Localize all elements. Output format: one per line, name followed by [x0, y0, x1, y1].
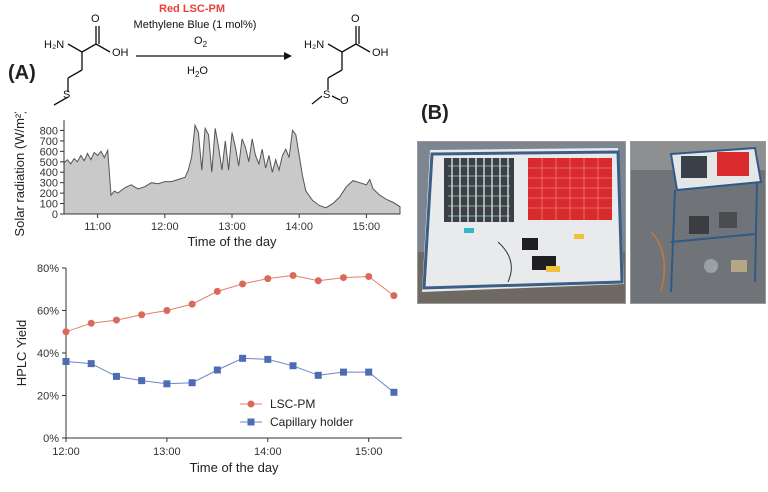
reactant-acid: OH: [112, 47, 129, 59]
lsc-data-point: [188, 300, 196, 308]
capillary-data-point: [339, 368, 347, 376]
solar-x-tick-label: 12:00: [151, 221, 179, 233]
panel-a-label: (A): [8, 62, 36, 84]
rooftop-setup-illustration: [631, 142, 765, 303]
product-carbonyl: O: [351, 13, 360, 25]
solar-y-tick-label: 100: [40, 199, 58, 211]
capillary-data-point: [264, 355, 272, 363]
rooftop-setup-photo: [630, 141, 766, 304]
solar-y-tick-label: 500: [40, 157, 58, 169]
yield-x-axis-title: Time of the day: [189, 460, 279, 475]
catalyst-label: Red LSC-PM: [159, 3, 225, 15]
solvent-label: H2O: [187, 65, 208, 79]
lsc-data-point: [112, 316, 120, 324]
lsc-data-point: [87, 319, 95, 327]
hplc-yield-chart: 0% 20% 40% 60% 80% 12:00 13:00 14:00 15:00 Time o…: [14, 263, 402, 475]
lsc-data-point: [62, 328, 70, 336]
solar-y-tick-label: 400: [40, 167, 58, 179]
solar-y-axis-title: Solar radiation (W/m²): [12, 112, 27, 237]
outdoor-setup-illustration: [418, 142, 625, 303]
yield-x-tick-label: 14:00: [254, 446, 282, 458]
lsc-data-point: [390, 292, 398, 300]
capillary-data-point: [163, 380, 171, 388]
reagent-label: Methylene Blue (1 mol%): [134, 19, 257, 31]
solar-x-tick-label: 13:00: [218, 221, 246, 233]
lsc-data-point: [213, 287, 221, 295]
capillary-series-line: [65, 357, 395, 393]
yield-y-axis-title: HPLC Yield: [14, 320, 29, 386]
solar-y-tick-label: 200: [40, 188, 58, 200]
lsc-data-point: [138, 311, 146, 319]
solar-x-tick-label: 14:00: [285, 221, 313, 233]
lsc-legend-label: LSC-PM: [270, 397, 315, 411]
reactant-carbonyl: O: [91, 13, 100, 25]
panel-b-label: (B): [421, 102, 449, 124]
lsc-data-point: [339, 274, 347, 282]
yield-x-tick-label: 13:00: [153, 446, 181, 458]
capillary-legend-marker: [247, 418, 255, 426]
solar-radiation-area: [63, 123, 401, 215]
yield-y-tick-label: 60%: [37, 306, 59, 318]
product-sulfur: S: [323, 89, 330, 101]
outdoor-setup-photo: [417, 141, 626, 304]
solar-y-tick-label: 0: [52, 209, 58, 221]
capillary-data-point: [87, 360, 95, 368]
product-sulfoxide-oxygen: O: [340, 95, 349, 107]
lsc-data-point: [264, 275, 272, 283]
solar-y-tick-label: 700: [40, 136, 58, 148]
yield-y-tick-label: 20%: [37, 391, 59, 403]
solar-x-tick-label: 15:00: [353, 221, 381, 233]
capillary-data-point: [365, 368, 373, 376]
capillary-data-point: [239, 354, 247, 362]
lsc-data-point: [365, 273, 373, 280]
capillary-data-point: [390, 388, 398, 396]
solar-y-tick-label: 800: [40, 125, 58, 137]
capillary-data-point: [289, 362, 297, 370]
reaction-scheme: H₂N O OH S Red LSC-PM Methylene Blue (1 …: [44, 3, 389, 107]
capillary-data-point: [314, 371, 322, 379]
product-amine: H₂N: [304, 39, 324, 51]
reaction-arrowhead: [284, 52, 292, 60]
yield-y-tick-label: 0%: [43, 433, 59, 445]
yield-x-tick-label: 12:00: [52, 446, 80, 458]
lsc-legend-marker: [247, 400, 255, 408]
yield-x-tick-label: 15:00: [355, 446, 383, 458]
product-structure: [311, 26, 371, 105]
reactant-structure: [53, 26, 111, 106]
capillary-data-point: [62, 358, 70, 365]
solar-x-tick-label: 11:00: [84, 221, 111, 233]
lsc-data-point: [239, 280, 247, 288]
capillary-legend-label: Capillary holder: [270, 415, 353, 429]
lsc-series-line: [65, 274, 395, 333]
oxidant-label: O2: [194, 35, 208, 49]
reactant-sulfur: S: [63, 89, 70, 101]
capillary-data-point: [112, 372, 120, 380]
solar-y-tick-label: 600: [40, 146, 58, 158]
lsc-data-point: [163, 307, 171, 314]
solar-y-tick-label: 300: [40, 178, 58, 190]
product-acid: OH: [372, 47, 389, 59]
yield-y-tick-label: 40%: [37, 348, 59, 360]
yield-y-tick-label: 80%: [37, 263, 59, 275]
lsc-data-point: [289, 271, 297, 279]
capillary-data-point: [188, 379, 196, 387]
reactant-amine: H₂N: [44, 39, 64, 51]
capillary-data-point: [138, 377, 146, 385]
lsc-data-point: [314, 277, 322, 285]
capillary-data-point: [213, 366, 221, 374]
solar-x-axis-title: Time of the day: [187, 234, 277, 249]
